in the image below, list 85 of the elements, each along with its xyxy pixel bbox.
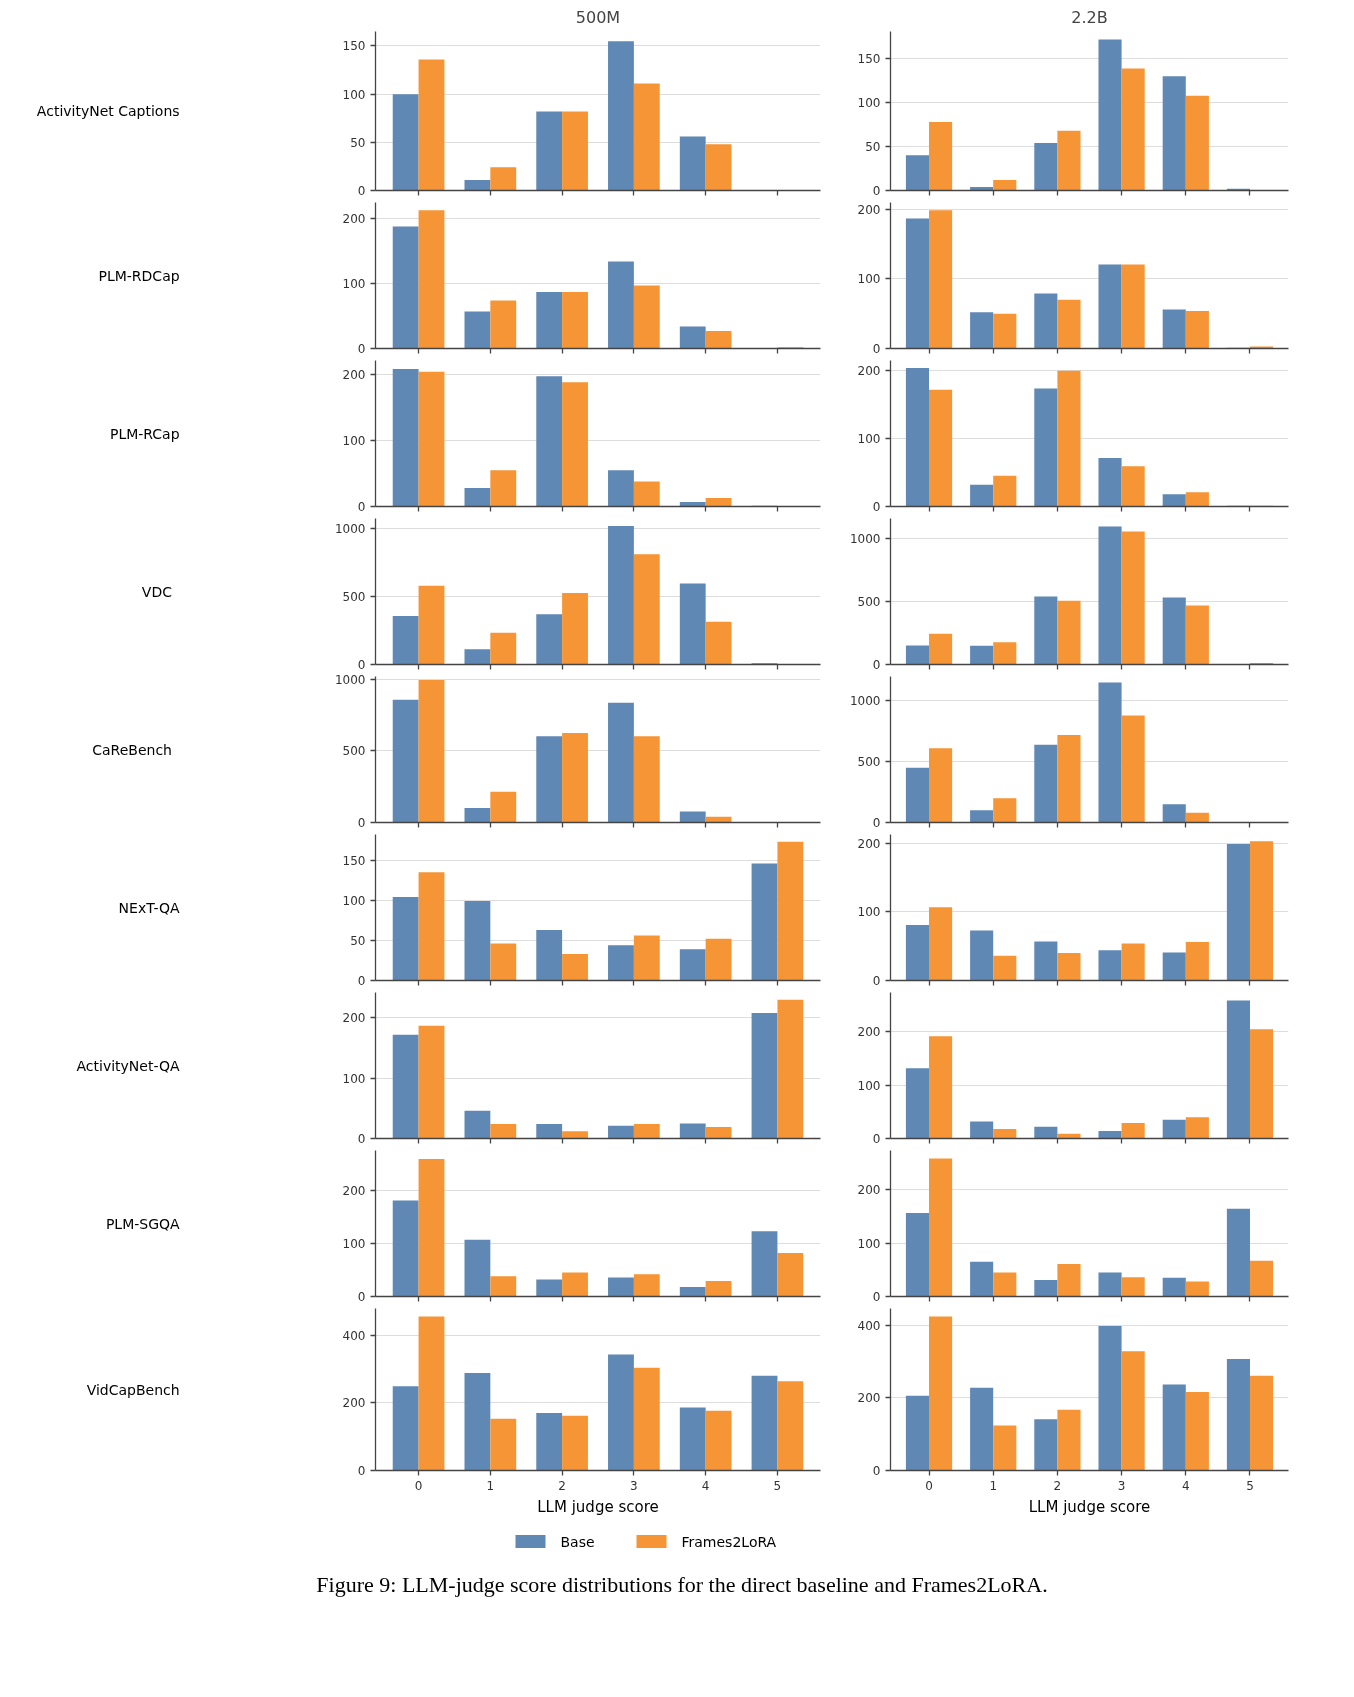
y-tick-label: 100 (342, 277, 366, 292)
x-tick-label: 2 (1053, 1478, 1062, 1493)
y-tick-label: 0 (357, 658, 366, 672)
legend-label: Frames2LoRA (681, 1533, 777, 1550)
y-tick-label: 50 (865, 140, 881, 155)
y-tick-label: 200 (342, 1183, 366, 1198)
y-axis-title: ActivityNet Captions (36, 103, 180, 119)
y-tick-label: 0 (872, 658, 881, 672)
y-tick-label: 0 (872, 816, 881, 830)
y-tick-label: 50 (350, 135, 366, 150)
y-tick-label: 150 (342, 39, 366, 54)
y-tick-label: 200 (342, 368, 366, 383)
x-tick-label: 3 (1117, 1478, 1126, 1493)
y-tick-label: 200 (857, 836, 881, 851)
y-tick-label: 150 (342, 853, 366, 868)
y-tick-label: 0 (357, 342, 366, 356)
x-tick-label: 1 (989, 1478, 998, 1493)
y-tick-label: 100 (342, 434, 366, 449)
y-axis-title: VDC (141, 583, 173, 600)
y-tick-label: 100 (857, 272, 881, 287)
chart-title: 2.2B (1071, 7, 1108, 27)
y-tick-label: 200 (857, 202, 881, 217)
y-tick-label: 500 (342, 590, 366, 605)
y-axis-title: NExT-QA (118, 899, 181, 916)
y-tick-label: 100 (857, 431, 881, 446)
y-tick-label: 200 (342, 1011, 366, 1026)
y-tick-label: 100 (342, 87, 366, 102)
x-axis-title: LLM judge score (1028, 1497, 1151, 1516)
y-tick-label: 0 (872, 1132, 881, 1146)
y-tick-label: 100 (342, 1236, 366, 1251)
y-tick-label: 200 (857, 363, 881, 378)
legend-label: Base (560, 1533, 595, 1550)
chart-title: 500M (575, 7, 621, 27)
y-tick-label: 0 (357, 1290, 366, 1304)
y-tick-label: 0 (357, 1464, 366, 1478)
y-tick-label: 1000 (849, 532, 881, 547)
y-tick-label: 0 (872, 1290, 881, 1304)
y-tick-label: 100 (857, 1078, 881, 1093)
y-tick-label: 100 (342, 893, 366, 908)
y-tick-label: 50 (350, 933, 366, 948)
x-axis-title: LLM judge score (537, 1497, 659, 1516)
x-tick-label: 4 (701, 1478, 710, 1493)
y-tick-label: 1000 (334, 522, 366, 537)
y-tick-label: 200 (342, 1396, 366, 1411)
y-axis-title: ActivityNet-QA (76, 1057, 181, 1074)
y-tick-label: 100 (857, 1236, 881, 1251)
y-tick-label: 500 (857, 755, 881, 770)
y-tick-label: 0 (357, 500, 366, 514)
y-tick-label: 0 (872, 184, 881, 198)
y-tick-label: 200 (857, 1025, 881, 1040)
y-tick-label: 0 (357, 1132, 366, 1146)
x-tick-label: 1 (486, 1478, 495, 1493)
x-tick-label: 4 (1181, 1478, 1190, 1493)
y-tick-label: 0 (872, 342, 881, 356)
y-tick-label: 400 (857, 1318, 881, 1333)
caption: Figure 9: LLM-judge score distributions for the direct baseline and Frames2LoRA. (316, 1571, 1048, 1599)
x-tick-label: 0 (414, 1478, 423, 1493)
x-tick-label: 2 (558, 1478, 566, 1493)
y-tick-label: 200 (857, 1183, 881, 1198)
y-tick-label: 100 (857, 905, 881, 920)
y-tick-label: 100 (342, 1071, 366, 1086)
y-tick-label: 100 (857, 96, 881, 111)
y-tick-label: 500 (342, 744, 366, 759)
y-tick-label: 1000 (849, 694, 881, 709)
y-axis-title: PLM-RDCap (98, 267, 180, 284)
y-tick-label: 200 (857, 1391, 881, 1406)
y-axis-title: CaReBench (92, 741, 172, 758)
y-tick-label: 0 (872, 1464, 881, 1478)
x-tick-label: 3 (630, 1478, 638, 1493)
y-axis-title: PLM-SGQA (105, 1215, 181, 1232)
y-axis-title: PLM-RCap (109, 425, 180, 442)
y-tick-label: 0 (872, 974, 881, 988)
y-tick-label: 500 (857, 595, 881, 610)
y-tick-label: 0 (357, 816, 366, 830)
y-tick-label: 200 (342, 212, 366, 227)
x-tick-label: 5 (773, 1478, 782, 1493)
y-tick-label: 1000 (334, 672, 366, 687)
y-tick-label: 400 (342, 1328, 366, 1343)
x-tick-label: 0 (925, 1478, 933, 1493)
y-tick-label: 0 (357, 184, 366, 198)
y-tick-label: 0 (872, 500, 881, 514)
y-tick-label: 0 (357, 974, 366, 988)
x-tick-label: 5 (1246, 1478, 1254, 1493)
y-axis-title: VidCapBench (86, 1381, 180, 1398)
y-tick-label: 150 (857, 52, 881, 67)
